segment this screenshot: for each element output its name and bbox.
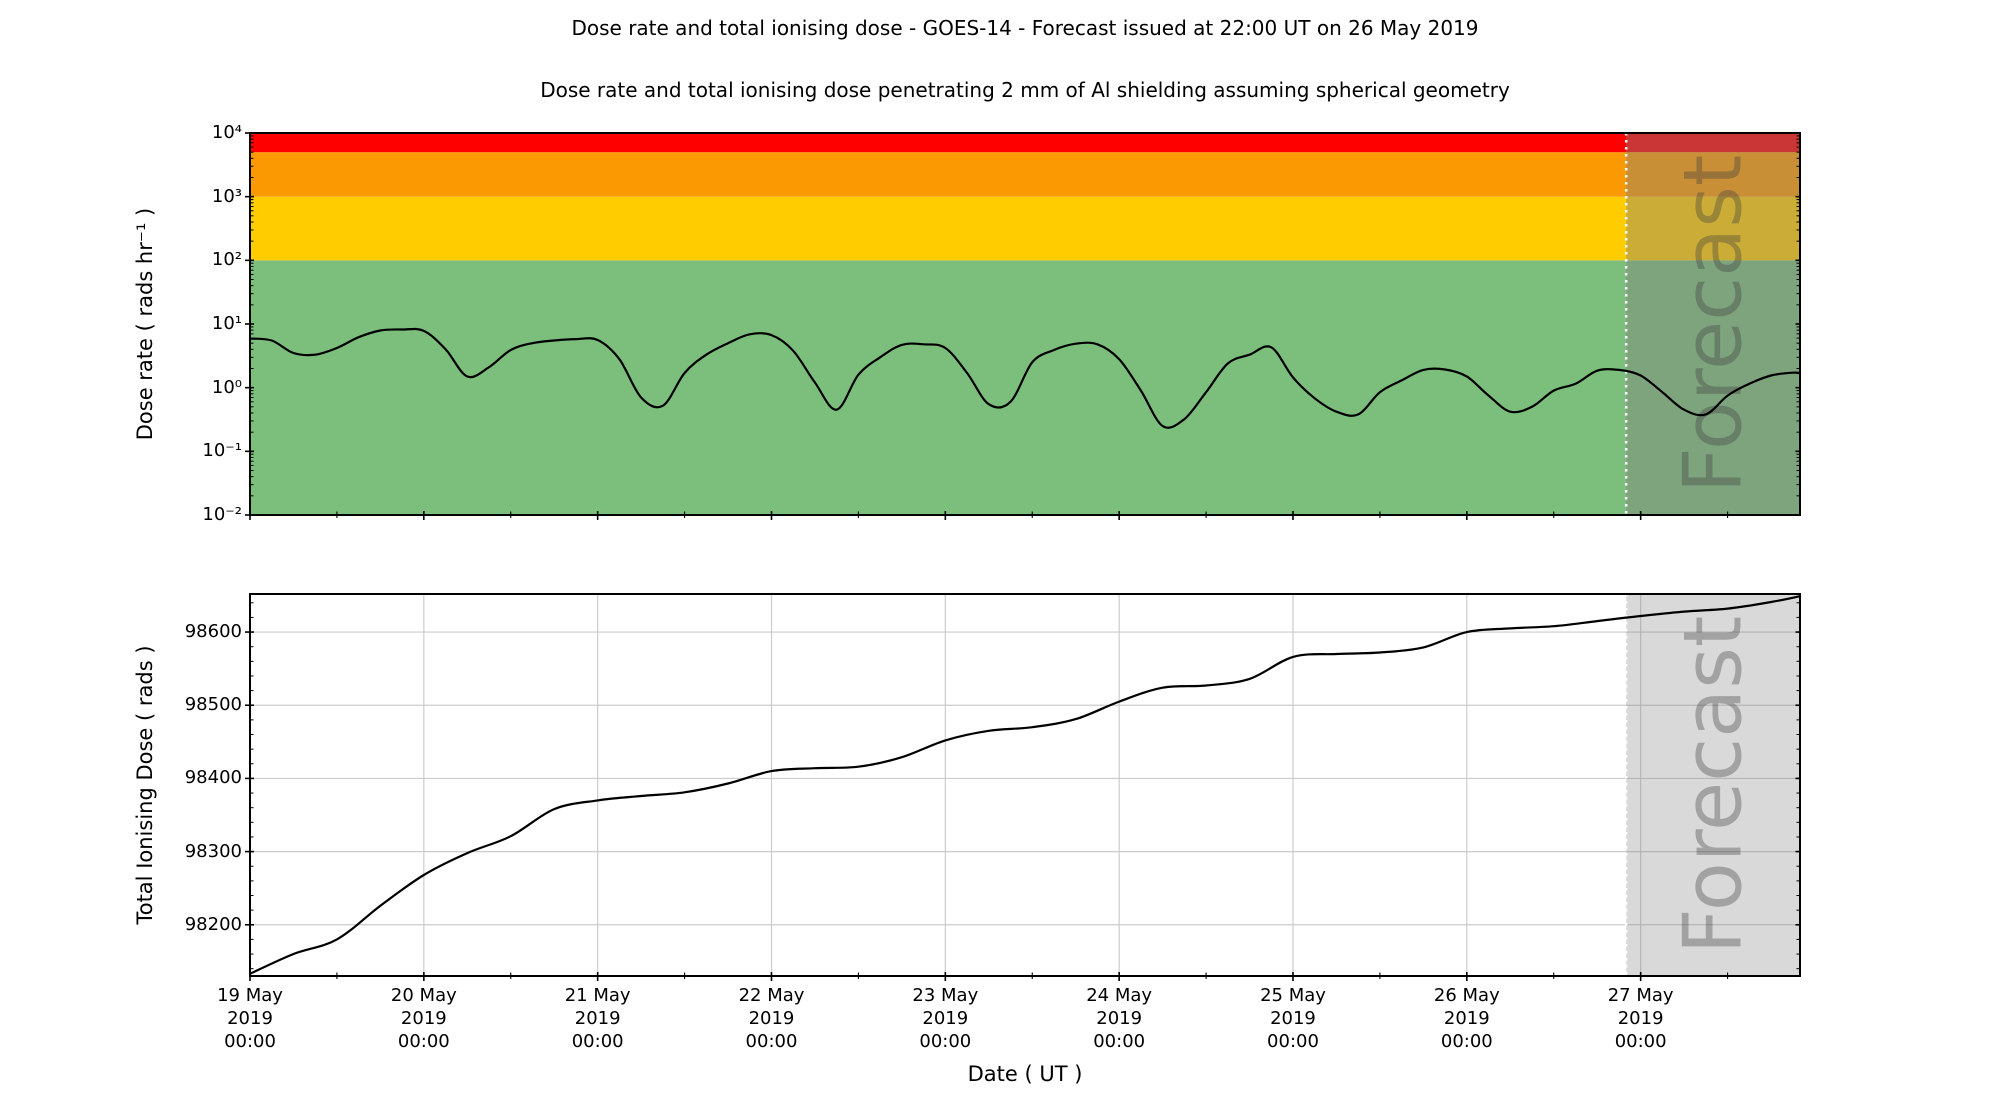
x-tick-label: 27 May 2019 00:00 xyxy=(1607,985,1674,1052)
forecast-region xyxy=(1626,594,1800,976)
x-tick-label: 21 May 2019 00:00 xyxy=(564,985,631,1052)
total-ionising-dose-y-tick-label: 98500 xyxy=(184,694,242,716)
dose-rate-y-tick-label: 10² xyxy=(211,249,242,271)
x-tick-label: 26 May 2019 00:00 xyxy=(1433,985,1500,1052)
forecast-watermark: Forecast xyxy=(1667,616,1760,955)
x-tick-label: 19 May 2019 00:00 xyxy=(217,985,283,1052)
threshold-band-yellow xyxy=(250,196,1800,261)
total-ionising-dose-curve xyxy=(248,595,1802,975)
dose-rate-y-tick-label: 10⁰ xyxy=(211,376,242,398)
total-ionising-dose-y-tick-label: 98600 xyxy=(184,621,242,643)
threshold-band-green xyxy=(250,260,1800,515)
x-axis-label: Date ( UT ) xyxy=(967,1062,1083,1086)
dose-rate-y-tick-label: 10³ xyxy=(211,185,242,207)
dose-rate-curve xyxy=(248,327,1802,429)
x-tick-label: 23 May 2019 00:00 xyxy=(912,985,979,1052)
forecast-region xyxy=(1626,133,1800,515)
total-ionising-dose-y-tick-label: 98400 xyxy=(184,767,242,789)
threshold-band-red xyxy=(250,133,1800,153)
x-tick-label: 20 May 2019 00:00 xyxy=(390,985,457,1052)
forecast-watermark: Forecast xyxy=(1667,155,1760,494)
figure-title: Dose rate and total ionising dose - GOES… xyxy=(571,16,1479,40)
dose-rate-plot: Forecast xyxy=(245,132,1802,520)
threshold-band-orange xyxy=(250,152,1800,197)
x-tick-label: 24 May 2019 00:00 xyxy=(1086,985,1153,1052)
dose-rate-y-tick-label: 10⁻¹ xyxy=(202,440,242,462)
x-tick-label: 25 May 2019 00:00 xyxy=(1260,985,1326,1052)
total-ionising-dose-y-tick-label: 98300 xyxy=(184,840,242,862)
dose-rate-y-tick-label: 10¹ xyxy=(211,313,242,334)
total-ionising-dose-plot: Forecast xyxy=(245,593,1802,981)
figure-subtitle: Dose rate and total ionising dose penetr… xyxy=(540,78,1510,102)
dose-rate-y-tick-label: 10⁴ xyxy=(211,122,242,143)
dose-rate-y-tick-label: 10⁻² xyxy=(202,504,242,525)
plot-border xyxy=(249,593,1801,977)
total-ionising-dose-y-tick-label: 98200 xyxy=(184,913,242,935)
x-tick-label: 22 May 2019 00:00 xyxy=(738,985,805,1052)
